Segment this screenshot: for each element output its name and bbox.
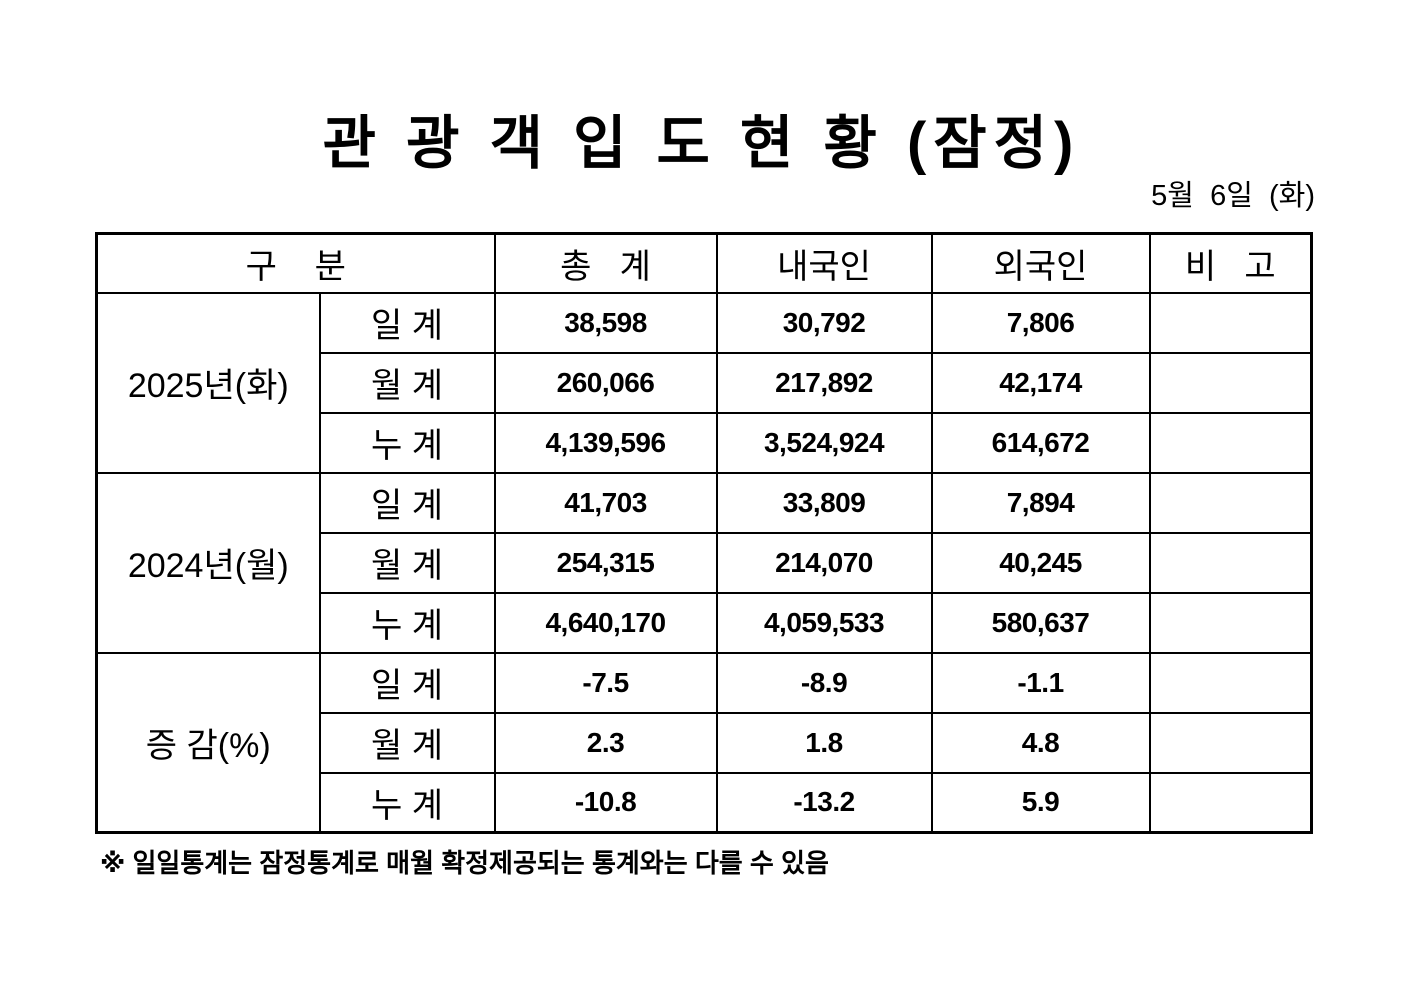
total-value: 254,315 xyxy=(493,531,718,594)
total-value: 41,703 xyxy=(493,471,718,534)
foreign-value: 5.9 xyxy=(930,771,1151,834)
tourist-arrivals-table: 구 분 총 계 내국인 외국인 비 고 2025년(화) 일 계 38,598 … xyxy=(95,232,1314,834)
table-row-2024-monthly: 월 계 254,315 214,070 40,245 xyxy=(97,531,1313,594)
domestic-value: 3,524,924 xyxy=(715,411,933,474)
col-header-domestic: 내국인 xyxy=(715,232,933,294)
col-header-total: 총 계 xyxy=(493,232,718,294)
foreign-value: 7,894 xyxy=(930,471,1151,534)
remarks-cell xyxy=(1148,651,1313,714)
row-type-label: 월 계 xyxy=(318,531,496,594)
table-row-2025-monthly: 월 계 260,066 217,892 42,174 xyxy=(97,351,1313,414)
foreign-value: 4.8 xyxy=(930,711,1151,774)
remarks-cell xyxy=(1148,771,1313,834)
foreign-value: 580,637 xyxy=(930,591,1151,654)
col-header-remarks: 비 고 xyxy=(1148,232,1313,294)
domestic-value: 30,792 xyxy=(715,291,933,354)
domestic-value: 1.8 xyxy=(715,711,933,774)
total-value: -10.8 xyxy=(493,771,718,834)
total-value: -7.5 xyxy=(493,651,718,714)
total-value: 2.3 xyxy=(493,711,718,774)
row-type-label: 월 계 xyxy=(318,711,496,774)
table-row-change-daily: 증 감(%) 일 계 -7.5 -8.9 -1.1 xyxy=(95,651,1313,834)
section-label-change: 증 감(%) xyxy=(95,651,321,834)
row-type-label: 월 계 xyxy=(318,351,496,414)
row-type-label: 일 계 xyxy=(318,291,496,354)
col-header-foreign: 외국인 xyxy=(930,232,1151,294)
table-row-2024-daily: 2024년(월) 일 계 41,703 33,809 7,894 xyxy=(95,471,1313,654)
remarks-cell xyxy=(1148,411,1313,474)
page-title: 관 광 객 입 도 현 황 (잠정) xyxy=(322,111,1081,176)
row-type-label: 누 계 xyxy=(318,411,496,474)
domestic-value: 4,059,533 xyxy=(715,591,933,654)
domestic-value: -8.9 xyxy=(715,651,933,714)
table-row-2024-cumulative: 누 계 4,640,170 4,059,533 580,637 xyxy=(97,591,1313,654)
section-label-2024: 2024년(월) xyxy=(95,471,321,654)
table-row-change-cumulative: 누 계 -10.8 -13.2 5.9 xyxy=(97,771,1313,834)
table-row-2025-cumulative: 누 계 4,139,596 3,524,924 614,672 xyxy=(97,411,1313,474)
table-row-change-monthly: 월 계 2.3 1.8 4.8 xyxy=(97,711,1313,774)
row-type-label: 누 계 xyxy=(318,591,496,654)
domestic-value: 214,070 xyxy=(715,531,933,594)
foreign-value: -1.1 xyxy=(930,651,1151,714)
section-label-2025: 2025년(화) xyxy=(95,291,321,474)
row-type-label: 일 계 xyxy=(318,471,496,534)
total-value: 38,598 xyxy=(493,291,718,354)
footnote: ※ 일일통계는 잠정통계로 매월 확정제공되는 통계와는 다를 수 있음 xyxy=(100,848,829,878)
foreign-value: 40,245 xyxy=(930,531,1151,594)
total-value: 4,640,170 xyxy=(493,591,718,654)
total-value: 260,066 xyxy=(493,351,718,414)
domestic-value: 33,809 xyxy=(715,471,933,534)
total-value: 4,139,596 xyxy=(493,411,718,474)
foreign-value: 614,672 xyxy=(930,411,1151,474)
row-type-label: 일 계 xyxy=(318,651,496,714)
remarks-cell xyxy=(1148,531,1313,594)
foreign-value: 42,174 xyxy=(930,351,1151,414)
remarks-cell xyxy=(1148,471,1313,534)
foreign-value: 7,806 xyxy=(930,291,1151,354)
row-type-label: 누 계 xyxy=(318,771,496,834)
remarks-cell xyxy=(1148,591,1313,654)
domestic-value: 217,892 xyxy=(715,351,933,414)
remarks-cell xyxy=(1148,291,1313,354)
col-header-category: 구 분 xyxy=(95,232,496,294)
remarks-cell xyxy=(1148,711,1313,774)
date-label: 5월 6일 (화) xyxy=(1151,180,1315,212)
domestic-value: -13.2 xyxy=(715,771,933,834)
table-row-2025-daily: 2025년(화) 일 계 38,598 30,792 7,806 xyxy=(95,291,1313,474)
header-row: 구 분 총 계 내국인 외국인 비 고 xyxy=(95,232,1313,294)
remarks-cell xyxy=(1148,351,1313,414)
